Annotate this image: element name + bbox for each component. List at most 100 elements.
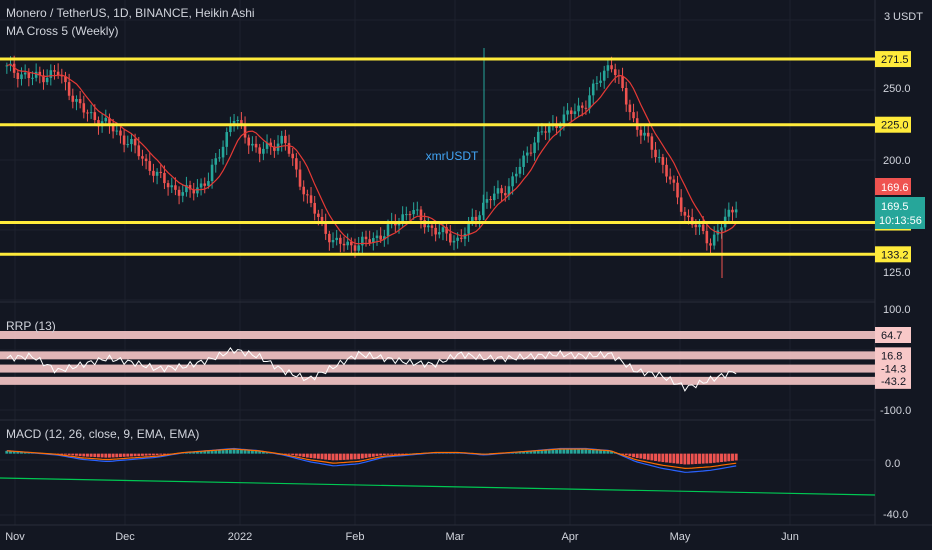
macd-bar <box>705 453 709 464</box>
candle-body <box>654 149 657 158</box>
candle-body <box>93 112 97 121</box>
time-tick-4: Mar <box>446 531 465 543</box>
candle-body <box>97 120 100 127</box>
macd-tick-0: 0.0 <box>885 458 900 470</box>
macd-bar <box>313 453 317 459</box>
candle-body <box>467 221 470 234</box>
candle-body <box>544 131 547 133</box>
macd-bar <box>320 453 324 460</box>
candle-body <box>646 132 650 137</box>
macd-bar <box>727 453 731 462</box>
macd-bar <box>562 449 566 454</box>
macd-bar <box>75 453 78 456</box>
macd-bar <box>64 453 67 455</box>
candle-body <box>599 80 602 83</box>
candle-body <box>192 189 196 194</box>
candle-body <box>31 77 34 79</box>
candle-body <box>368 239 371 243</box>
macd-bar <box>327 453 331 460</box>
macd-bar <box>646 453 650 460</box>
symbol-title[interactable]: Monero / TetherUS, 1D, BINANCE, Heikin A… <box>6 6 255 20</box>
macd-bar <box>137 453 141 457</box>
macd-bar <box>236 449 240 454</box>
candle-body <box>357 245 360 251</box>
macd-bar <box>140 453 144 456</box>
macd-bar <box>668 453 672 463</box>
candle-body <box>225 132 229 147</box>
scale-marker: 3 <box>884 11 890 23</box>
macd-bar <box>723 453 727 462</box>
macd-bar <box>93 453 97 458</box>
macd-bar <box>9 451 12 454</box>
macd-bar <box>100 453 104 458</box>
candle-body <box>624 88 628 105</box>
macd-bar <box>111 453 115 458</box>
candle-body <box>126 144 130 146</box>
candle-body <box>350 241 353 246</box>
macd-bar <box>551 449 555 454</box>
candle-body <box>207 181 210 186</box>
candle-body <box>196 187 199 194</box>
macd-bar <box>566 449 570 454</box>
candle-body <box>705 231 709 244</box>
candle-body <box>210 164 214 182</box>
indicator-title[interactable]: MA Cross 5 (Weekly) <box>6 24 119 38</box>
candle-body <box>328 233 331 243</box>
candle-body <box>687 215 690 218</box>
price-tick-100: 100.0 <box>883 304 911 316</box>
candle-body <box>251 143 254 146</box>
macd-bar <box>731 453 734 461</box>
macd-bar <box>342 453 346 460</box>
candle-body <box>339 237 342 244</box>
candle-body <box>449 233 452 243</box>
rrr-band-3 <box>0 376 875 385</box>
candle-body <box>38 71 42 76</box>
macd-bar <box>247 450 251 454</box>
macd-bar <box>522 451 526 454</box>
candle-body <box>460 237 463 239</box>
time-axis: Nov Dec 2022 Feb Mar Apr May Jun <box>5 531 799 543</box>
macd-bar <box>82 453 86 457</box>
candle-body <box>595 82 599 84</box>
rrr-band-0 <box>0 331 875 340</box>
price-tick-200: 200.0 <box>883 155 911 167</box>
macd-bar <box>195 451 199 454</box>
macd-bar <box>305 453 309 458</box>
rrr-tag-text-1: 16.8 <box>881 350 902 362</box>
rrr-title: RRP (13) <box>6 319 56 333</box>
currency-label: USDT <box>893 11 923 23</box>
rrr-band-2 <box>0 364 875 373</box>
macd-bar <box>694 453 698 465</box>
candle-body <box>731 209 734 213</box>
macd-bar <box>643 453 647 460</box>
macd-bar <box>309 453 313 458</box>
rrr-line <box>6 347 737 392</box>
candle-body <box>295 158 298 170</box>
macd-bar <box>316 453 320 459</box>
macd-bar <box>698 453 701 464</box>
time-tick-3: Feb <box>346 531 365 543</box>
macd-bar <box>126 453 130 457</box>
macd-bar <box>401 453 405 455</box>
rrr-tag-text-3: -43.2 <box>881 376 906 388</box>
macd-bar <box>588 449 592 454</box>
rrr-band-1 <box>0 351 875 360</box>
macd-bar <box>375 453 379 457</box>
macd-bar <box>78 453 82 457</box>
candle-body <box>163 172 166 184</box>
macd-bar <box>386 453 390 455</box>
macd-bar <box>122 453 126 457</box>
candle-body <box>309 195 313 203</box>
candle-body <box>441 227 445 233</box>
macd-bar <box>569 449 573 454</box>
candle-body <box>500 188 503 194</box>
rrr-tag-text-2: -14.3 <box>881 364 906 376</box>
ma-cross-line <box>6 63 737 245</box>
candle-body <box>503 193 507 196</box>
candle-body <box>452 240 456 243</box>
macd-bar <box>294 453 298 456</box>
macd-bar <box>107 453 111 458</box>
candle-body <box>141 156 144 159</box>
macd-bar <box>89 453 93 457</box>
